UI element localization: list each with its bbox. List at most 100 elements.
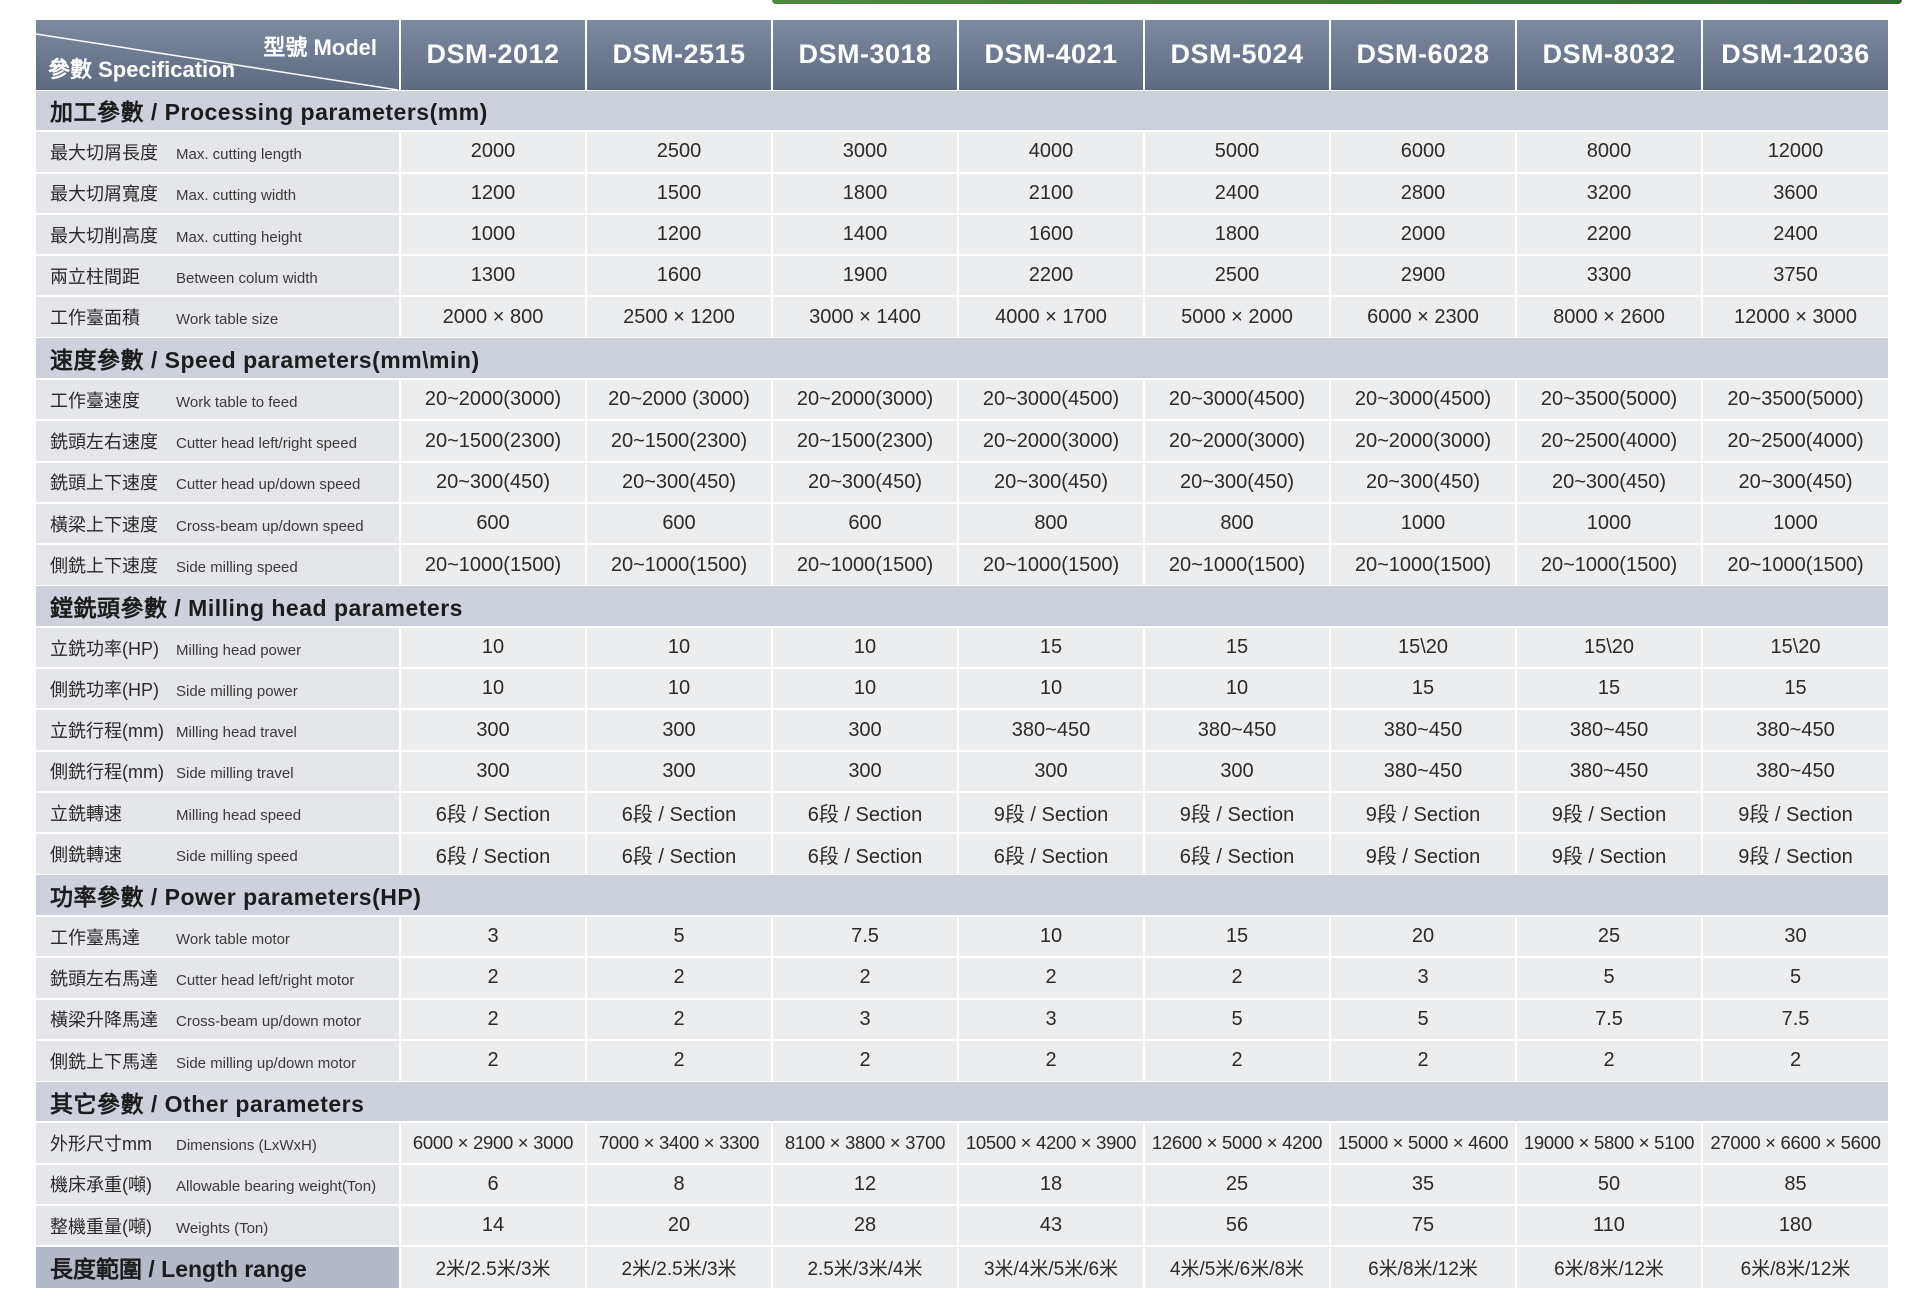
- value-cell: 380~450: [1144, 708, 1331, 751]
- value-cell: 800: [958, 501, 1145, 545]
- row-label: 工作臺馬達 Work table motor: [36, 914, 401, 958]
- value-cell: 1600: [586, 254, 773, 297]
- value-cell: 3000: [772, 130, 959, 173]
- row-label: 機床承重(噸) Allowable bearing weight(Ton): [36, 1162, 401, 1206]
- value-cell: 2米/2.5米/3米: [586, 1245, 773, 1288]
- value-cell: 2000: [1330, 212, 1517, 256]
- value-cell: 380~450: [1516, 749, 1703, 793]
- value-cell: 20~1000(1500): [586, 543, 773, 586]
- value-cell: 15\20: [1702, 625, 1888, 669]
- row-label-cn: 側銑上下速度: [50, 556, 158, 577]
- value-cell: 15: [1330, 667, 1517, 710]
- value-cell: 1300: [400, 254, 587, 297]
- value-cell: 15: [1516, 667, 1703, 710]
- value-cell: 27000 × 6600 × 5600: [1702, 1121, 1888, 1164]
- value-cell: 75: [1330, 1204, 1517, 1247]
- value-cell: 3200: [1516, 171, 1703, 214]
- value-cell: 20: [586, 1204, 773, 1247]
- table-row: 橫梁上下速度 Cross-beam up/down speed 600 600 600 8…: [36, 501, 1888, 545]
- table-row: 銑頭左右馬達 Cutter head left/right motor 2 2 2 2 2 3…: [36, 956, 1888, 999]
- value-cell: 18: [958, 1162, 1145, 1206]
- value-cell: 9段 / Section: [1516, 832, 1703, 875]
- value-cell: 9段 / Section: [1702, 832, 1888, 875]
- value-cell: 15: [958, 625, 1145, 669]
- row-label: 銑頭上下速度 Cutter head up/down speed: [36, 460, 401, 503]
- value-cell: 8000: [1516, 130, 1703, 173]
- value-cell: 10: [958, 667, 1145, 710]
- value-cell: 2200: [958, 254, 1145, 297]
- table-row: 工作臺馬達 Work table motor 3 5 7.5 10 15 20 25 30: [36, 914, 1888, 958]
- table-row: 側銑行程(mm) Side milling travel 300 300 300 300 3…: [36, 749, 1888, 793]
- section-title: 加工參數 / Processing parameters(mm): [36, 89, 1888, 132]
- value-cell: 3600: [1702, 171, 1888, 214]
- value-cell: 5: [586, 914, 773, 958]
- table-row: 側銑轉速 Side milling speed 6段 / Section 6段 / S…: [36, 832, 1888, 875]
- value-cell: 12: [772, 1162, 959, 1206]
- table-row: 最大切屑長度 Max. cutting length 2000 2500 3000 400…: [36, 130, 1888, 173]
- value-cell: 12600 × 5000 × 4200: [1144, 1121, 1331, 1164]
- value-cell: 14: [400, 1204, 587, 1247]
- value-cell: 50: [1516, 1162, 1703, 1206]
- cropped-title-graphic: [36, 0, 596, 2]
- table-row: 整機重量(噸) Weights (Ton) 14 20 28 43 56 75 110 180: [36, 1204, 1888, 1247]
- row-label-cn: 橫梁升降馬達: [50, 1010, 158, 1031]
- value-cell: 20~300(450): [400, 460, 587, 503]
- value-cell: 10500 × 4200 × 3900: [958, 1121, 1145, 1164]
- value-cell: 1000: [400, 212, 587, 256]
- row-label-cn: 外形尺寸mm: [50, 1134, 152, 1155]
- value-cell: 8000 × 2600: [1516, 295, 1703, 338]
- value-cell: 6米/8米/12米: [1516, 1245, 1703, 1288]
- diagonal-divider: [36, 33, 398, 90]
- value-cell: 2: [400, 956, 587, 999]
- model-header: DSM-8032: [1516, 20, 1703, 90]
- value-cell: 20~3500(5000): [1516, 378, 1703, 421]
- value-cell: 6米/8米/12米: [1330, 1245, 1517, 1288]
- value-cell: 20~2500(4000): [1702, 419, 1888, 462]
- row-label-en: Side milling speed: [176, 848, 298, 866]
- value-cell: 10: [772, 667, 959, 710]
- value-cell: 380~450: [1330, 708, 1517, 751]
- value-cell: 9段 / Section: [958, 791, 1145, 834]
- value-cell: 1200: [586, 212, 773, 256]
- table-row: 側銑功率(HP) Side milling power 10 10 10 10 10 15 15…: [36, 667, 1888, 710]
- value-cell: 5000 × 2000: [1144, 295, 1331, 338]
- value-cell: 9段 / Section: [1330, 832, 1517, 875]
- value-cell: 6000: [1330, 130, 1517, 173]
- value-cell: 300: [772, 749, 959, 793]
- spec-table-container: 型號 Model 參數 Specification DSM-2012 DSM-2…: [36, 20, 1888, 1288]
- value-cell: 20~2000(3000): [958, 419, 1145, 462]
- value-cell: 3: [772, 997, 959, 1040]
- value-cell: 20~2500(4000): [1516, 419, 1703, 462]
- value-cell: 20~3000(4500): [1144, 378, 1331, 421]
- table-row: 銑頭左右速度 Cutter head left/right speed 20~150…: [36, 419, 1888, 462]
- value-cell: 12000 × 3000: [1702, 295, 1888, 338]
- row-label-en: Allowable bearing weight(Ton): [176, 1178, 377, 1196]
- value-cell: 2: [586, 1038, 773, 1082]
- value-cell: 2000 × 800: [400, 295, 587, 338]
- value-cell: 7000 × 3400 × 3300: [586, 1121, 773, 1164]
- value-cell: 2: [772, 956, 959, 999]
- value-cell: 2500 × 1200: [586, 295, 773, 338]
- row-label-en: Work table motor: [176, 930, 290, 948]
- value-cell: 6段 / Section: [1144, 832, 1331, 875]
- row-label: 整機重量(噸) Weights (Ton): [36, 1204, 401, 1247]
- table-row: 最大切屑寬度 Max. cutting width 1200 1500 1800 2100…: [36, 171, 1888, 214]
- value-cell: 600: [772, 501, 959, 545]
- value-cell: 20~1500(2300): [400, 419, 587, 462]
- value-cell: 1000: [1516, 501, 1703, 545]
- row-label-cn: 整機重量(噸): [50, 1216, 152, 1237]
- row-label-cn: 立銑功率(HP): [50, 638, 159, 659]
- value-cell: 20~300(450): [586, 460, 773, 503]
- row-label-en: Work table size: [176, 311, 279, 329]
- value-cell: 15000 × 5000 × 4600: [1330, 1121, 1517, 1164]
- value-cell: 20~300(450): [1702, 460, 1888, 503]
- value-cell: 1500: [586, 171, 773, 214]
- model-header: DSM-3018: [772, 20, 959, 90]
- row-label-cn: 立銑轉速: [50, 803, 122, 824]
- model-header: DSM-2515: [586, 20, 773, 90]
- value-cell: 6段 / Section: [400, 791, 587, 834]
- value-cell: 20~300(450): [772, 460, 959, 503]
- value-cell: 2.5米/3米/4米: [772, 1245, 959, 1288]
- value-cell: 6段 / Section: [400, 832, 587, 875]
- value-cell: 10: [400, 667, 587, 710]
